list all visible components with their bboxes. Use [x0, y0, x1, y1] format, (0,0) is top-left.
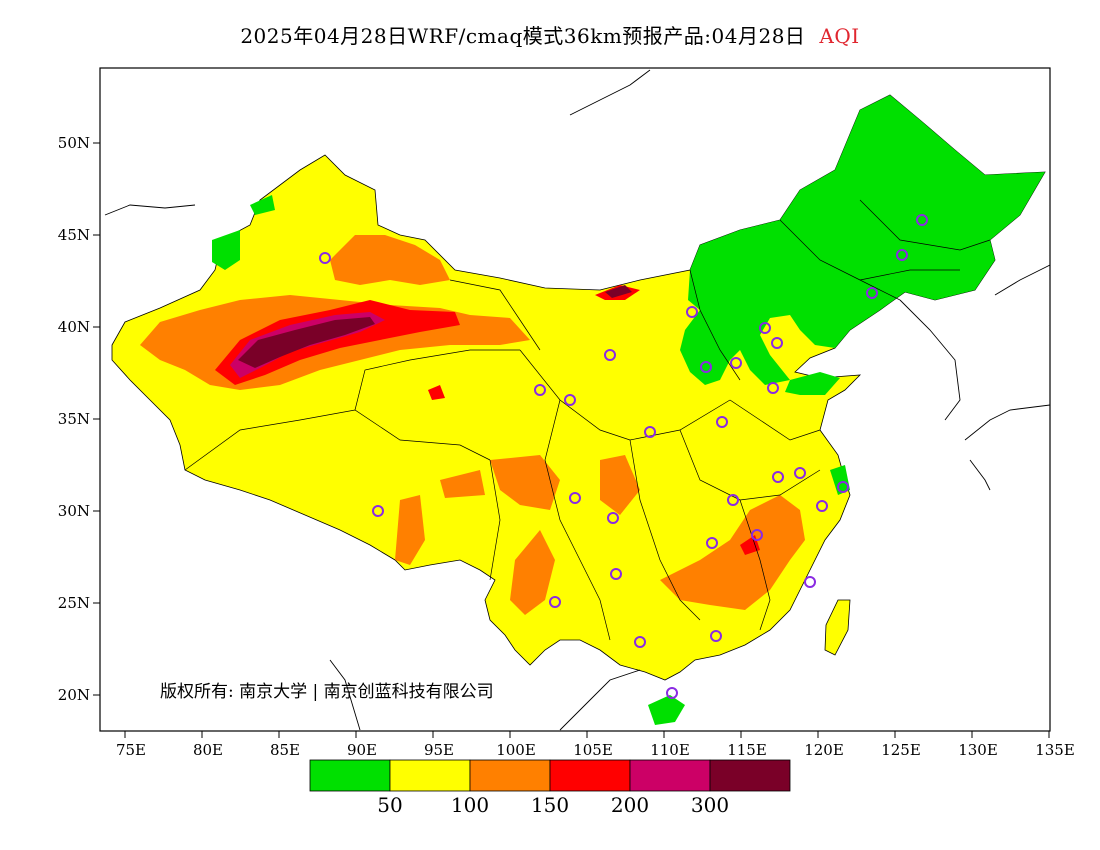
legend-label: 50: [377, 793, 402, 817]
lat-tick-label: 30N: [58, 502, 90, 520]
xinjiang-green-1: [212, 230, 240, 270]
lon-tick-label: 90E: [347, 741, 377, 759]
qinghai-red: [428, 385, 445, 400]
lon-tick-label: 135E: [1035, 741, 1075, 759]
legend-label: 300: [691, 793, 729, 817]
map-frame: [99, 67, 1051, 732]
lon-tick-label: 120E: [804, 741, 844, 759]
lon-tick-label: 125E: [881, 741, 921, 759]
yunnan-orange: [510, 530, 555, 615]
lat-tick-label: 50N: [58, 134, 90, 152]
lon-tick-label: 75E: [116, 741, 146, 759]
northeast-region-good: [680, 95, 1045, 385]
lon-tick-label: 110E: [650, 741, 690, 759]
tibet-orange: [395, 495, 425, 565]
lon-tick-label: 100E: [496, 741, 536, 759]
sichuan-orange: [490, 455, 560, 510]
station-markers: [319, 214, 928, 699]
legend-swatch: [389, 759, 471, 792]
map-title: 2025年04月28日WRF/cmaq模式36km预报产品:04月28日 AQI: [0, 20, 1100, 49]
lat-tick-label: 35N: [58, 410, 90, 428]
xinjiang-orange-north: [330, 235, 450, 285]
lat-tick-label: 40N: [58, 318, 90, 336]
lon-tick-label: 95E: [424, 741, 454, 759]
shandong-region-good: [785, 372, 840, 395]
lat-tick-label: 45N: [58, 226, 90, 244]
legend-label: 200: [611, 793, 649, 817]
aqi-legend: 50 100 150 200 300: [309, 759, 791, 817]
legend-swatch: [629, 759, 711, 792]
legend-label: 150: [531, 793, 569, 817]
fujian-green: [830, 465, 850, 495]
chongqing-orange: [600, 455, 640, 515]
copyright-text: 版权所有: 南京大学 | 南京创蓝科技有限公司: [160, 682, 494, 702]
xinjiang-green-2: [250, 195, 275, 215]
lat-tick-label: 25N: [58, 594, 90, 612]
central-south-orange: [660, 495, 805, 610]
inner-mongolia-hazardous: [605, 285, 632, 298]
legend-label: 100: [451, 793, 489, 817]
neighbor-coastlines: [104, 69, 1050, 731]
longitude-axis: 75E 80E 85E 90E 95E 100E 105E 110E 115E 120E 125E 1…: [116, 731, 1075, 759]
title-variable: AQI: [819, 24, 860, 48]
gansu-orange: [440, 470, 485, 498]
lon-tick-label: 85E: [270, 741, 300, 759]
tarim-hazardous: [238, 317, 375, 368]
legend-swatch: [309, 759, 391, 792]
hainan-green: [648, 695, 685, 725]
province-borders: [184, 199, 991, 641]
legend-swatch: [549, 759, 631, 792]
lat-tick-label: 20N: [58, 686, 90, 704]
tarim-red: [215, 300, 460, 385]
taiwan-region: [824, 599, 851, 656]
lon-tick-label: 130E: [958, 741, 998, 759]
latitude-axis: 50N 45N 40N 35N 30N 25N 20N: [58, 134, 100, 704]
lon-tick-label: 115E: [727, 741, 767, 759]
title-main: 2025年04月28日WRF/cmaq模式36km预报产品:04月28日: [240, 24, 806, 48]
map-content: [104, 69, 1050, 731]
lon-tick-label: 105E: [573, 741, 613, 759]
legend-swatch: [709, 759, 791, 792]
legend-swatch: [469, 759, 551, 792]
lon-tick-label: 80E: [193, 741, 223, 759]
